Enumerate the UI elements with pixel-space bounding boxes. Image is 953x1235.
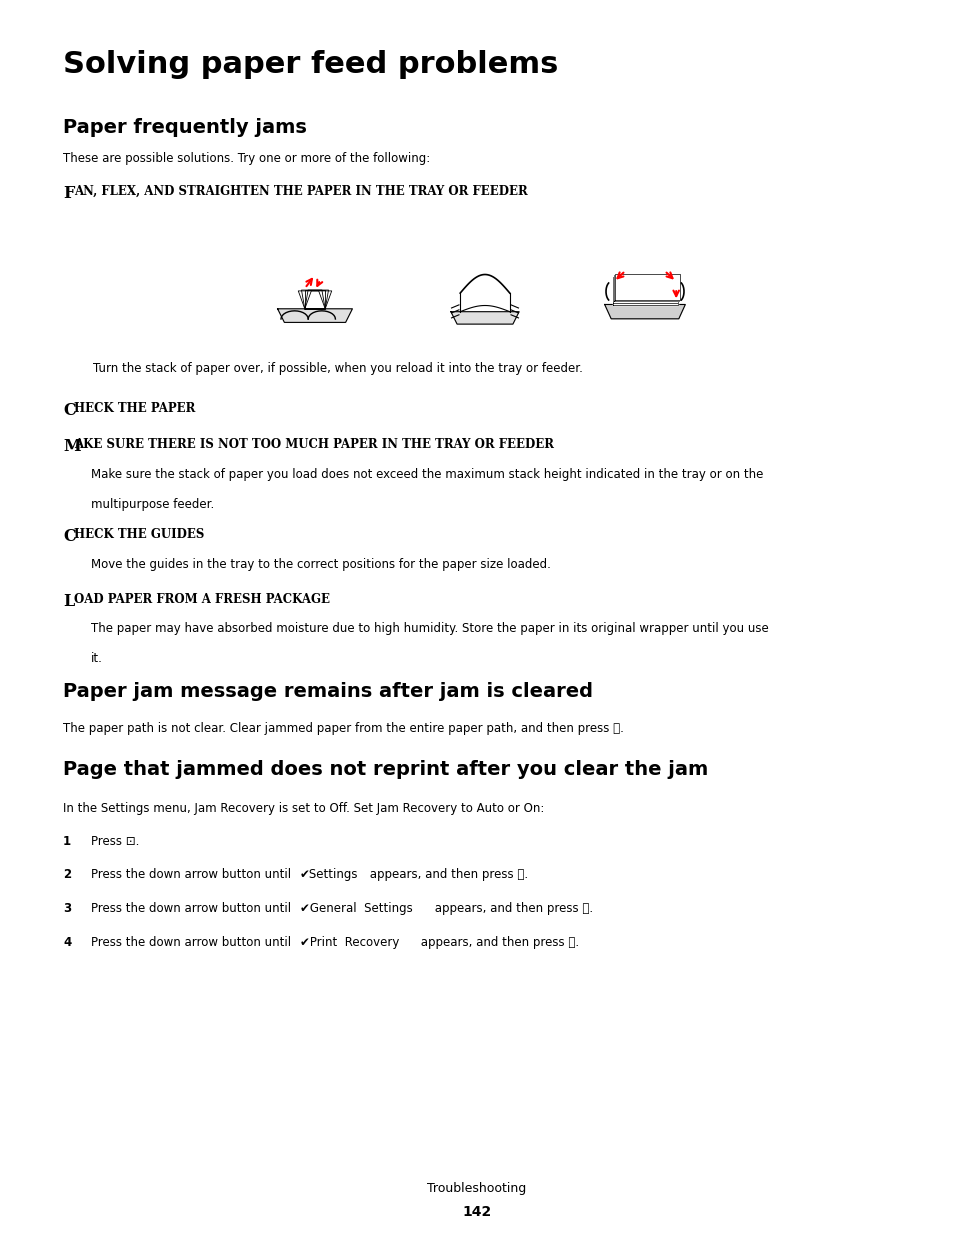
Text: The paper may have absorbed moisture due to high humidity. Store the paper in it: The paper may have absorbed moisture due… (91, 622, 768, 635)
Text: Page that jammed does not reprint after you clear the jam: Page that jammed does not reprint after … (63, 760, 707, 779)
Text: Paper jam message remains after jam is cleared: Paper jam message remains after jam is c… (63, 682, 593, 701)
Text: OAD PAPER FROM A FRESH PACKAGE: OAD PAPER FROM A FRESH PACKAGE (73, 593, 330, 606)
Text: These are possible solutions. Try one or more of the following:: These are possible solutions. Try one or… (63, 152, 430, 165)
Text: C: C (63, 529, 75, 545)
Text: ✔General  Settings: ✔General Settings (299, 902, 412, 915)
Text: appears, and then press Ⓞ.: appears, and then press Ⓞ. (431, 902, 593, 915)
Text: 1: 1 (63, 835, 71, 848)
Text: Troubleshooting: Troubleshooting (427, 1182, 526, 1195)
Text: ✔Print  Recovery: ✔Print Recovery (299, 936, 398, 948)
Text: 4: 4 (63, 936, 71, 948)
Text: In the Settings menu, Jam Recovery is set to Off. Set Jam Recovery to Auto or On: In the Settings menu, Jam Recovery is se… (63, 802, 544, 815)
Polygon shape (604, 305, 684, 319)
Text: The paper path is not clear. Clear jammed paper from the entire paper path, and : The paper path is not clear. Clear jamme… (63, 722, 623, 735)
Text: HECK THE PAPER: HECK THE PAPER (73, 403, 195, 415)
Polygon shape (451, 311, 518, 324)
Text: HECK THE GUIDES: HECK THE GUIDES (73, 529, 204, 541)
Text: Turn the stack of paper over, if possible, when you reload it into the tray or f: Turn the stack of paper over, if possibl… (92, 362, 582, 375)
Polygon shape (614, 274, 679, 300)
Text: C: C (63, 403, 75, 419)
Text: M: M (63, 438, 81, 454)
Text: 142: 142 (462, 1205, 491, 1219)
Text: Press the down arrow button until: Press the down arrow button until (91, 936, 294, 948)
Text: 3: 3 (63, 902, 71, 915)
Text: AKE SURE THERE IS NOT TOO MUCH PAPER IN THE TRAY OR FEEDER: AKE SURE THERE IS NOT TOO MUCH PAPER IN … (73, 438, 554, 451)
Polygon shape (612, 279, 677, 305)
Text: Press ⊡.: Press ⊡. (91, 835, 139, 848)
Text: appears, and then press Ⓞ.: appears, and then press Ⓞ. (416, 936, 578, 948)
Text: Solving paper feed problems: Solving paper feed problems (63, 49, 558, 79)
Text: Press the down arrow button until: Press the down arrow button until (91, 902, 294, 915)
Text: multipurpose feeder.: multipurpose feeder. (91, 498, 214, 511)
Polygon shape (614, 275, 679, 301)
Text: Paper frequently jams: Paper frequently jams (63, 119, 307, 137)
Text: AN, FLEX, AND STRAIGHTEN THE PAPER IN THE TRAY OR FEEDER: AN, FLEX, AND STRAIGHTEN THE PAPER IN TH… (73, 185, 527, 198)
Text: 2: 2 (63, 868, 71, 881)
Polygon shape (277, 309, 352, 322)
Text: Move the guides in the tray to the correct positions for the paper size loaded.: Move the guides in the tray to the corre… (91, 558, 550, 571)
Text: ✔Settings: ✔Settings (299, 868, 357, 881)
Text: appears, and then press Ⓞ.: appears, and then press Ⓞ. (365, 868, 527, 881)
Text: Press the down arrow button until: Press the down arrow button until (91, 868, 294, 881)
Text: Make sure the stack of paper you load does not exceed the maximum stack height i: Make sure the stack of paper you load do… (91, 468, 762, 480)
Polygon shape (613, 277, 678, 303)
Text: L: L (63, 593, 74, 610)
Text: F: F (63, 185, 74, 203)
Text: it.: it. (91, 652, 103, 664)
